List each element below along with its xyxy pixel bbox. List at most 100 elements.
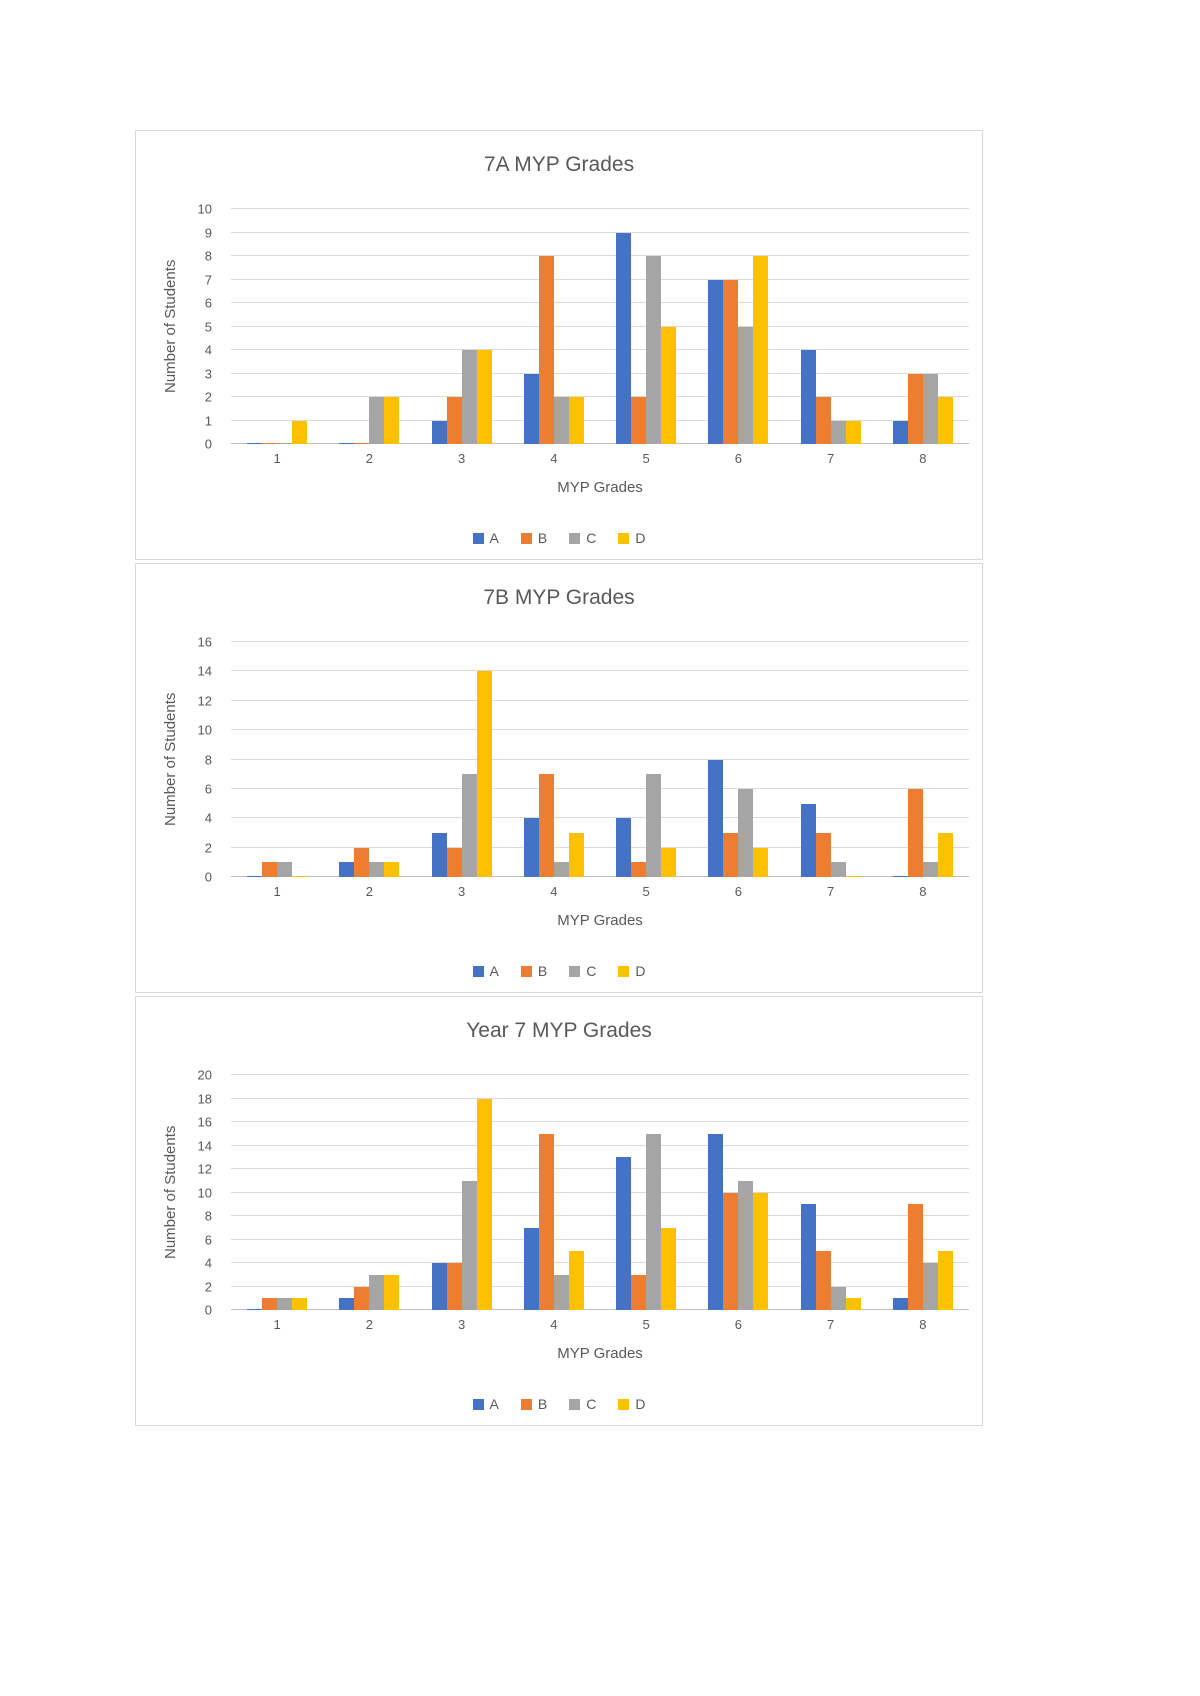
bar-a-grade-8 [892, 1298, 908, 1310]
x-tick-label: 1 [273, 451, 281, 466]
bar-d-grade-8 [937, 1251, 953, 1310]
bar-c-grade-1 [277, 443, 293, 444]
y-tick-label: 8 [204, 1208, 212, 1224]
bar-group [785, 642, 877, 877]
legend-swatch-a [472, 965, 484, 977]
x-tick-label: 3 [458, 1317, 466, 1332]
bar-c-grade-4 [553, 862, 569, 877]
bar-b-grade-1 [262, 443, 278, 444]
legend-label: C [586, 530, 597, 546]
y-axis-labels: 0 2 4 6 8 10 12 14 16 [176, 636, 222, 884]
plot-area [231, 1074, 969, 1310]
bar-c-grade-4 [553, 1274, 569, 1310]
y-tick-label: 18 [197, 1091, 212, 1106]
gridline [231, 1215, 969, 1216]
bar-a-grade-3 [431, 1263, 447, 1310]
chart-7b-myp-grades: 7B MYP Grades Number of Students 0 2 4 6 8 10… [135, 563, 983, 993]
gridline [231, 1262, 969, 1263]
gridline [231, 670, 969, 672]
y-tick-label: 2 [204, 1279, 212, 1294]
legend: A B C D [136, 1396, 982, 1412]
legend-swatch-d [618, 532, 630, 544]
bar-c-grade-4 [553, 397, 569, 444]
legend-label: D [635, 1396, 646, 1412]
bar-a-grade-5 [616, 1157, 632, 1310]
bar-group [416, 209, 508, 444]
y-tick-label: 9 [204, 225, 212, 240]
legend-label: A [489, 530, 499, 546]
bar-d-grade-1 [292, 876, 308, 877]
gridline [231, 372, 969, 374]
bar-a-grade-1 [247, 876, 263, 877]
plot-area [231, 208, 969, 444]
x-axis-line [231, 1309, 969, 1310]
bar-d-grade-6 [753, 1192, 769, 1310]
bar-a-grade-5 [616, 818, 632, 877]
legend-item-a: A [472, 530, 499, 546]
y-tick-label: 12 [197, 1161, 212, 1177]
bar-a-grade-7 [800, 803, 816, 877]
bar-d-grade-6 [753, 256, 769, 444]
bar-b-grade-7 [815, 832, 831, 877]
legend-swatch-d [618, 1398, 630, 1410]
x-tick-label: 1 [273, 884, 281, 899]
gridline [231, 1121, 969, 1122]
x-tick-label: 7 [827, 884, 835, 899]
legend-item-d: D [618, 1396, 645, 1412]
bar-c-grade-7 [830, 862, 846, 877]
bar-d-grade-2 [384, 397, 400, 444]
bar-d-grade-4 [568, 832, 584, 877]
y-tick-label: 4 [204, 810, 212, 826]
legend-swatch-d [618, 965, 630, 977]
bar-d-grade-6 [753, 847, 769, 877]
legend-item-c: C [569, 963, 596, 979]
gridline [231, 255, 969, 256]
x-axis-labels: 1 2 3 4 5 6 7 8 [231, 884, 969, 899]
y-tick-label: 10 [197, 722, 212, 738]
y-tick-label: 7 [204, 272, 212, 287]
x-tick-label: 5 [642, 451, 650, 466]
bar-a-grade-4 [523, 373, 539, 444]
gridline [231, 641, 969, 642]
bar-group [692, 209, 784, 444]
x-tick-label: 8 [919, 451, 927, 466]
bar-b-grade-4 [538, 256, 554, 444]
bar-c-grade-3 [461, 1180, 477, 1310]
gridline [231, 302, 969, 303]
x-tick-label: 5 [642, 884, 650, 899]
bar-b-grade-3 [446, 397, 462, 444]
bar-d-grade-7 [845, 876, 861, 877]
legend-label: A [489, 1396, 499, 1412]
y-axis-labels: 0 1 2 3 4 5 6 7 8 9 10 [176, 203, 222, 451]
y-tick-label: 10 [197, 201, 212, 217]
bar-group [416, 642, 508, 877]
gridline [231, 325, 969, 327]
bar-b-grade-5 [631, 397, 647, 444]
chart-title: Year 7 MYP Grades [466, 1019, 652, 1042]
x-tick-label: 7 [827, 451, 835, 466]
bar-c-grade-1 [277, 862, 293, 877]
y-tick-label: 20 [197, 1067, 212, 1083]
gridline [231, 396, 969, 397]
gridline [231, 1097, 969, 1099]
gridline [231, 699, 969, 701]
bar-d-grade-3 [476, 350, 492, 444]
y-tick-label: 0 [204, 869, 212, 885]
gridline [231, 278, 969, 280]
bar-d-grade-5 [661, 1227, 677, 1310]
bar-d-grade-3 [476, 1098, 492, 1310]
gridline [231, 1238, 969, 1240]
bar-group [877, 1075, 969, 1310]
bar-group [231, 642, 323, 877]
gridline [231, 817, 969, 819]
legend: A B C D [136, 963, 982, 979]
x-tick-label: 5 [642, 1317, 650, 1332]
bar-b-grade-2 [354, 443, 370, 444]
bar-c-grade-2 [369, 862, 385, 877]
legend-item-b: B [520, 530, 547, 546]
x-tick-label: 7 [827, 1317, 835, 1332]
x-tick-label: 8 [919, 884, 927, 899]
bar-c-grade-6 [738, 788, 754, 877]
